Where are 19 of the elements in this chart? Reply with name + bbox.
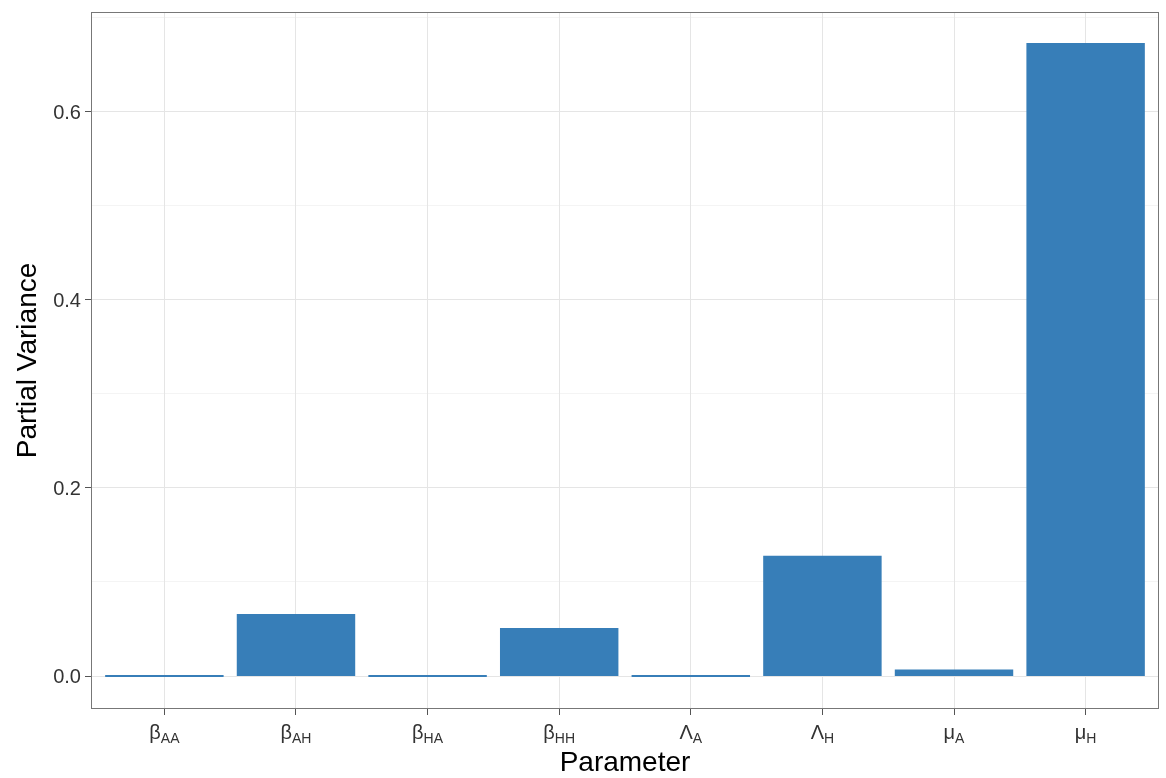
y-tick-label: 0.0 (53, 665, 81, 688)
x-axis-title: Parameter (559, 746, 691, 778)
x-tick-label: β$_{AH}$ (280, 721, 312, 747)
bar (763, 555, 882, 677)
x-tick-label: β$_{HA}$ (412, 721, 444, 747)
y-axis-title: Partial Variance (10, 262, 42, 459)
x-tick-label: β$_{AA}$ (149, 721, 181, 747)
x-tick-label: μ$_{A}$ (943, 721, 966, 747)
bar (1026, 43, 1145, 677)
bar (236, 613, 356, 677)
bar (894, 669, 1014, 677)
y-tick-label: 0.4 (53, 288, 81, 311)
x-tick-label: Λ$_{A}$ (679, 721, 703, 747)
x-tick-label: β$_{HH}$ (543, 721, 576, 747)
x-tick-label: Λ$_{H}$ (810, 721, 835, 747)
bar (499, 628, 619, 677)
y-tick-label: 0.2 (53, 476, 81, 499)
x-tick-label: μ$_{H}$ (1074, 721, 1097, 747)
y-tick-label: 0.6 (53, 100, 81, 123)
